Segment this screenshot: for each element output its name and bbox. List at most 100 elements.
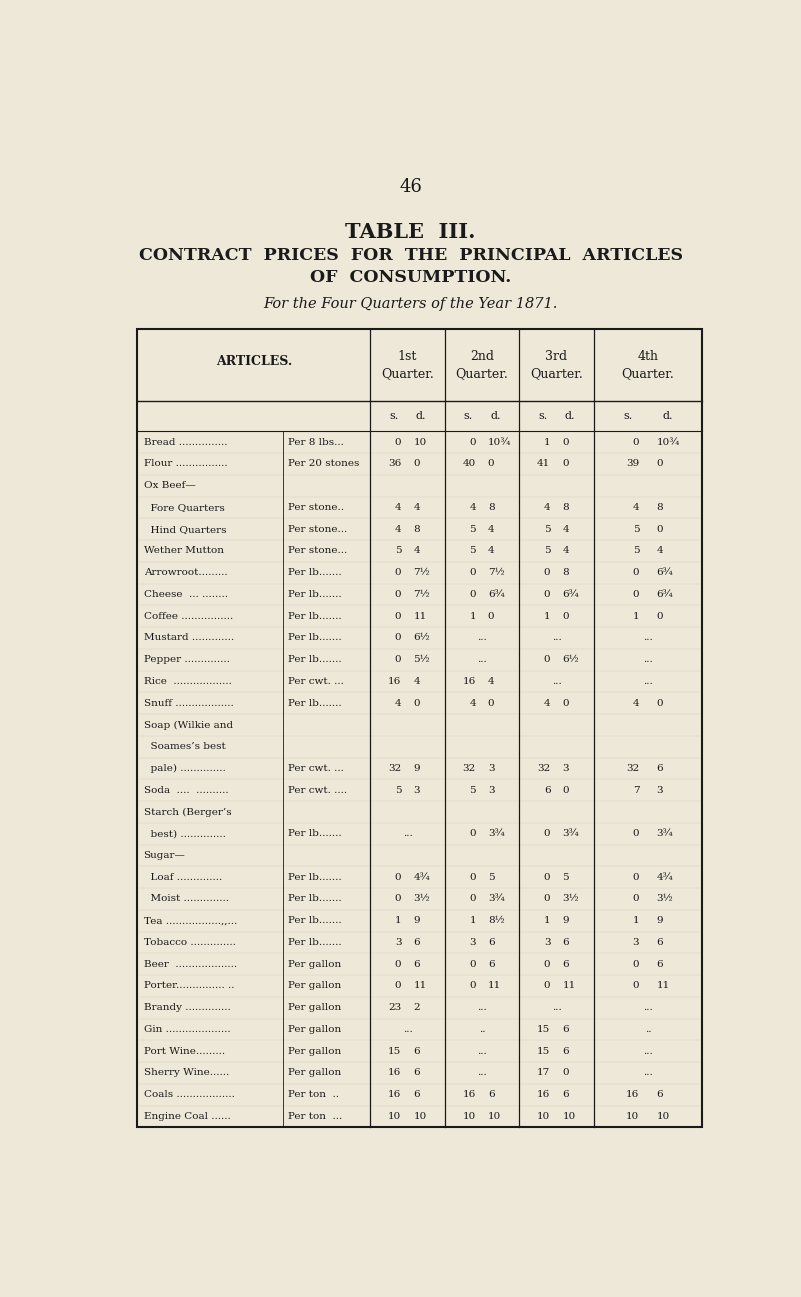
Text: 9: 9: [562, 916, 569, 925]
Text: 8: 8: [413, 525, 420, 533]
Text: 0: 0: [488, 612, 494, 621]
Text: 16: 16: [463, 1091, 476, 1100]
Text: Starch (Berger’s: Starch (Berger’s: [143, 808, 231, 817]
Text: Fore Quarters: Fore Quarters: [143, 503, 224, 512]
Text: 0: 0: [657, 459, 663, 468]
Text: 15: 15: [537, 1047, 550, 1056]
Text: 3½: 3½: [657, 895, 674, 904]
Text: 0: 0: [633, 982, 639, 991]
Text: Flour ................: Flour ................: [143, 459, 227, 468]
Text: Gin ....................: Gin ....................: [143, 1025, 230, 1034]
Text: 36: 36: [388, 459, 401, 468]
Text: 11: 11: [413, 982, 427, 991]
Text: 6: 6: [413, 960, 420, 969]
Text: 16: 16: [388, 677, 401, 686]
Text: 4: 4: [395, 503, 401, 512]
Text: 5: 5: [633, 525, 639, 533]
Text: 3½: 3½: [562, 895, 579, 904]
Text: TABLE  III.: TABLE III.: [345, 222, 476, 241]
Text: 6¾: 6¾: [657, 568, 674, 577]
Text: 4: 4: [544, 699, 550, 708]
Text: Engine Coal ......: Engine Coal ......: [143, 1112, 231, 1121]
Text: Snuff ..................: Snuff ..................: [143, 699, 233, 708]
Text: 0: 0: [562, 459, 569, 468]
Text: 0: 0: [469, 437, 476, 446]
Text: s.: s.: [624, 411, 633, 422]
Text: 3¾: 3¾: [488, 895, 505, 904]
Text: 0: 0: [395, 960, 401, 969]
Text: Per lb.......: Per lb.......: [288, 612, 342, 621]
Text: 11: 11: [657, 982, 670, 991]
Text: 3: 3: [488, 786, 494, 795]
Text: 9: 9: [413, 916, 420, 925]
Text: 16: 16: [463, 677, 476, 686]
Text: Port Wine.........: Port Wine.........: [143, 1047, 225, 1056]
Text: ...: ...: [643, 1069, 653, 1078]
Text: 2: 2: [413, 1003, 420, 1012]
Text: 0: 0: [395, 590, 401, 599]
Bar: [138, 329, 702, 1127]
Text: 7½: 7½: [488, 568, 505, 577]
Text: 0: 0: [633, 960, 639, 969]
Text: ...: ...: [477, 1047, 487, 1056]
Text: 0: 0: [395, 437, 401, 446]
Text: Mustard .............: Mustard .............: [143, 633, 234, 642]
Text: 10¾: 10¾: [488, 437, 511, 446]
Text: 46: 46: [399, 178, 422, 196]
Text: 6: 6: [562, 938, 569, 947]
Text: 15: 15: [388, 1047, 401, 1056]
Text: 3¾: 3¾: [562, 829, 579, 838]
Text: 0: 0: [633, 895, 639, 904]
Text: 0: 0: [469, 568, 476, 577]
Text: 3: 3: [488, 764, 494, 773]
Text: 5: 5: [633, 546, 639, 555]
Text: 41: 41: [537, 459, 550, 468]
Text: 8: 8: [488, 503, 494, 512]
Text: 3: 3: [395, 938, 401, 947]
Text: d.: d.: [565, 411, 575, 422]
Text: 5: 5: [544, 525, 550, 533]
Text: 0: 0: [544, 829, 550, 838]
Text: 0: 0: [633, 437, 639, 446]
Text: Per cwt. ...: Per cwt. ...: [288, 677, 344, 686]
Text: 10: 10: [413, 437, 427, 446]
Text: Per lb.......: Per lb.......: [288, 633, 342, 642]
Text: 23: 23: [388, 1003, 401, 1012]
Text: 3: 3: [633, 938, 639, 947]
Text: Soames’s best: Soames’s best: [143, 742, 225, 751]
Text: 4: 4: [413, 546, 420, 555]
Text: Per gallon: Per gallon: [288, 1047, 341, 1056]
Text: 6¾: 6¾: [488, 590, 505, 599]
Text: 40: 40: [463, 459, 476, 468]
Text: 0: 0: [469, 982, 476, 991]
Text: 10: 10: [388, 1112, 401, 1121]
Text: 0: 0: [395, 655, 401, 664]
Text: 6¾: 6¾: [657, 590, 674, 599]
Text: Per stone...: Per stone...: [288, 546, 348, 555]
Text: 4: 4: [488, 525, 494, 533]
Text: d.: d.: [490, 411, 501, 422]
Text: 0: 0: [395, 633, 401, 642]
Text: Per gallon: Per gallon: [288, 982, 341, 991]
Text: Per lb.......: Per lb.......: [288, 829, 342, 838]
Text: 32: 32: [626, 764, 639, 773]
Text: 1: 1: [633, 916, 639, 925]
Text: Pepper ..............: Pepper ..............: [143, 655, 229, 664]
Text: 8: 8: [562, 568, 569, 577]
Text: 6: 6: [413, 938, 420, 947]
Text: ...: ...: [403, 829, 413, 838]
Text: Per ton  ..: Per ton ..: [288, 1091, 339, 1100]
Text: 6: 6: [562, 1091, 569, 1100]
Text: 32: 32: [388, 764, 401, 773]
Text: ...: ...: [477, 655, 487, 664]
Text: 2nd
Quarter.: 2nd Quarter.: [456, 350, 509, 380]
Text: 11: 11: [562, 982, 576, 991]
Text: 32: 32: [463, 764, 476, 773]
Text: 0: 0: [562, 699, 569, 708]
Text: 5: 5: [488, 873, 494, 882]
Text: Beer  ...................: Beer ...................: [143, 960, 237, 969]
Text: 1: 1: [395, 916, 401, 925]
Text: 5: 5: [544, 546, 550, 555]
Text: 10¾: 10¾: [657, 437, 680, 446]
Text: 4: 4: [562, 546, 569, 555]
